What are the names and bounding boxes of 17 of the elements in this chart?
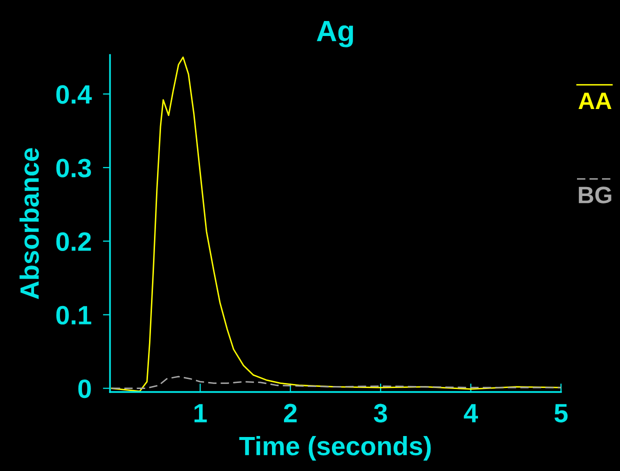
x-tick-label: 4: [464, 404, 478, 422]
x-tick-label: 3: [374, 404, 387, 423]
x-tick-label: 1: [194, 404, 207, 422]
line-series: [111, 376, 561, 390]
y-axis-title: Absorbance: [20, 148, 39, 300]
legend-label: BG: [578, 186, 612, 204]
y-tick-label: 0.2: [56, 232, 91, 251]
x-tick-label: 5: [554, 404, 568, 422]
y-tick-label: 0: [78, 379, 91, 398]
y-tick-label: 0.1: [56, 306, 92, 325]
y-tick-label: 0.4: [56, 85, 92, 104]
chart-title: Ag: [316, 21, 353, 48]
y-tick-label: 0.3: [56, 158, 91, 178]
line-series: [111, 56, 561, 392]
x-axis-title: Time (seconds): [239, 436, 431, 461]
legend-label: AA: [578, 92, 612, 109]
x-tick-label: 2: [284, 404, 297, 422]
